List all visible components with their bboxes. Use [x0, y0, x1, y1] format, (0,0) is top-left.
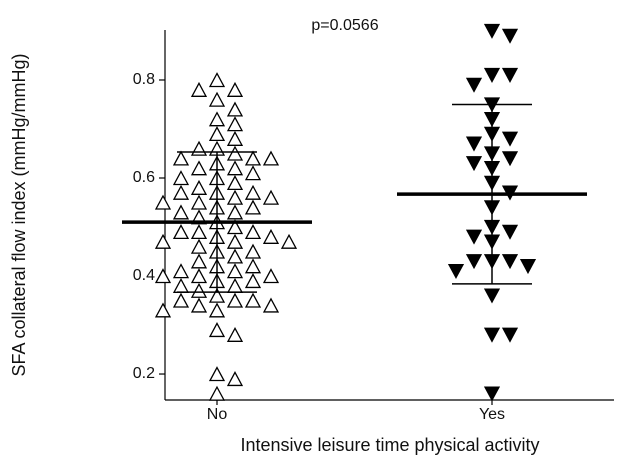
data-point — [519, 259, 537, 275]
data-point — [226, 81, 244, 97]
data-point — [172, 292, 190, 308]
data-point — [154, 194, 172, 210]
data-point — [226, 248, 244, 264]
data-point — [465, 77, 483, 93]
data-point — [483, 67, 501, 83]
y-tick-label: 0.8 — [133, 71, 155, 88]
x-tick-label: No — [207, 406, 228, 423]
data-point — [280, 233, 298, 249]
data-point — [483, 23, 501, 39]
data-point — [262, 268, 280, 284]
data-point — [154, 268, 172, 284]
data-point — [244, 258, 262, 274]
data-point — [226, 263, 244, 279]
data-point — [226, 326, 244, 342]
data-point — [190, 81, 208, 97]
data-point — [208, 287, 226, 303]
data-point — [190, 194, 208, 210]
data-point — [172, 150, 190, 166]
y-tick-label: 0.2 — [133, 365, 155, 382]
data-point — [465, 156, 483, 172]
data-point — [501, 151, 519, 167]
data-point — [465, 254, 483, 270]
data-point — [244, 150, 262, 166]
data-point — [262, 189, 280, 205]
data-point — [154, 233, 172, 249]
data-point — [208, 72, 226, 88]
data-point — [208, 302, 226, 318]
data-point — [226, 116, 244, 132]
data-point — [172, 184, 190, 200]
data-point — [244, 199, 262, 215]
data-point — [226, 292, 244, 308]
data-point — [226, 101, 244, 117]
data-point — [172, 204, 190, 220]
data-point — [208, 111, 226, 127]
data-point — [244, 165, 262, 181]
data-point — [190, 238, 208, 254]
data-point — [226, 189, 244, 205]
data-point — [244, 273, 262, 289]
data-point — [190, 224, 208, 240]
data-point — [226, 145, 244, 161]
x-tick-label: Yes — [479, 406, 505, 423]
y-tick-label: 0.4 — [133, 267, 155, 284]
annotation: p=0.0566 — [311, 17, 378, 34]
data-point — [226, 219, 244, 235]
data-point — [244, 243, 262, 259]
data-point — [226, 130, 244, 146]
x-axis-title: Intensive leisure time physical activity — [240, 435, 539, 455]
data-point — [501, 67, 519, 83]
data-point — [190, 282, 208, 298]
data-point — [465, 136, 483, 152]
data-point — [465, 229, 483, 245]
data-point — [501, 28, 519, 44]
data-point — [262, 297, 280, 313]
data-point — [501, 131, 519, 147]
data-point — [501, 224, 519, 240]
data-point — [226, 175, 244, 191]
data-point — [226, 277, 244, 293]
data-point — [226, 160, 244, 176]
data-point — [483, 386, 501, 402]
data-point — [226, 233, 244, 249]
data-point — [262, 228, 280, 244]
data-point — [190, 253, 208, 269]
data-point — [226, 371, 244, 387]
data-point — [244, 224, 262, 240]
data-point — [190, 140, 208, 156]
data-point — [208, 366, 226, 382]
data-point — [172, 277, 190, 293]
data-point — [262, 150, 280, 166]
data-point — [190, 179, 208, 195]
data-point — [208, 322, 226, 338]
data-point — [172, 170, 190, 186]
data-point — [244, 184, 262, 200]
data-point — [154, 302, 172, 318]
y-axis-title: SFA collateral flow index (mmHg/mmHg) — [9, 53, 29, 376]
data-point — [208, 126, 226, 142]
data-point — [172, 224, 190, 240]
data-point — [501, 327, 519, 343]
data-point — [447, 263, 465, 279]
y-tick-label: 0.6 — [133, 169, 155, 186]
data-point — [190, 297, 208, 313]
data-point — [501, 254, 519, 270]
data-point — [483, 288, 501, 304]
data-point — [190, 160, 208, 176]
data-point — [483, 327, 501, 343]
data-point — [208, 385, 226, 401]
data-point — [244, 292, 262, 308]
data-point — [190, 268, 208, 284]
data-point — [172, 263, 190, 279]
data-point — [208, 91, 226, 107]
data-point — [226, 204, 244, 220]
